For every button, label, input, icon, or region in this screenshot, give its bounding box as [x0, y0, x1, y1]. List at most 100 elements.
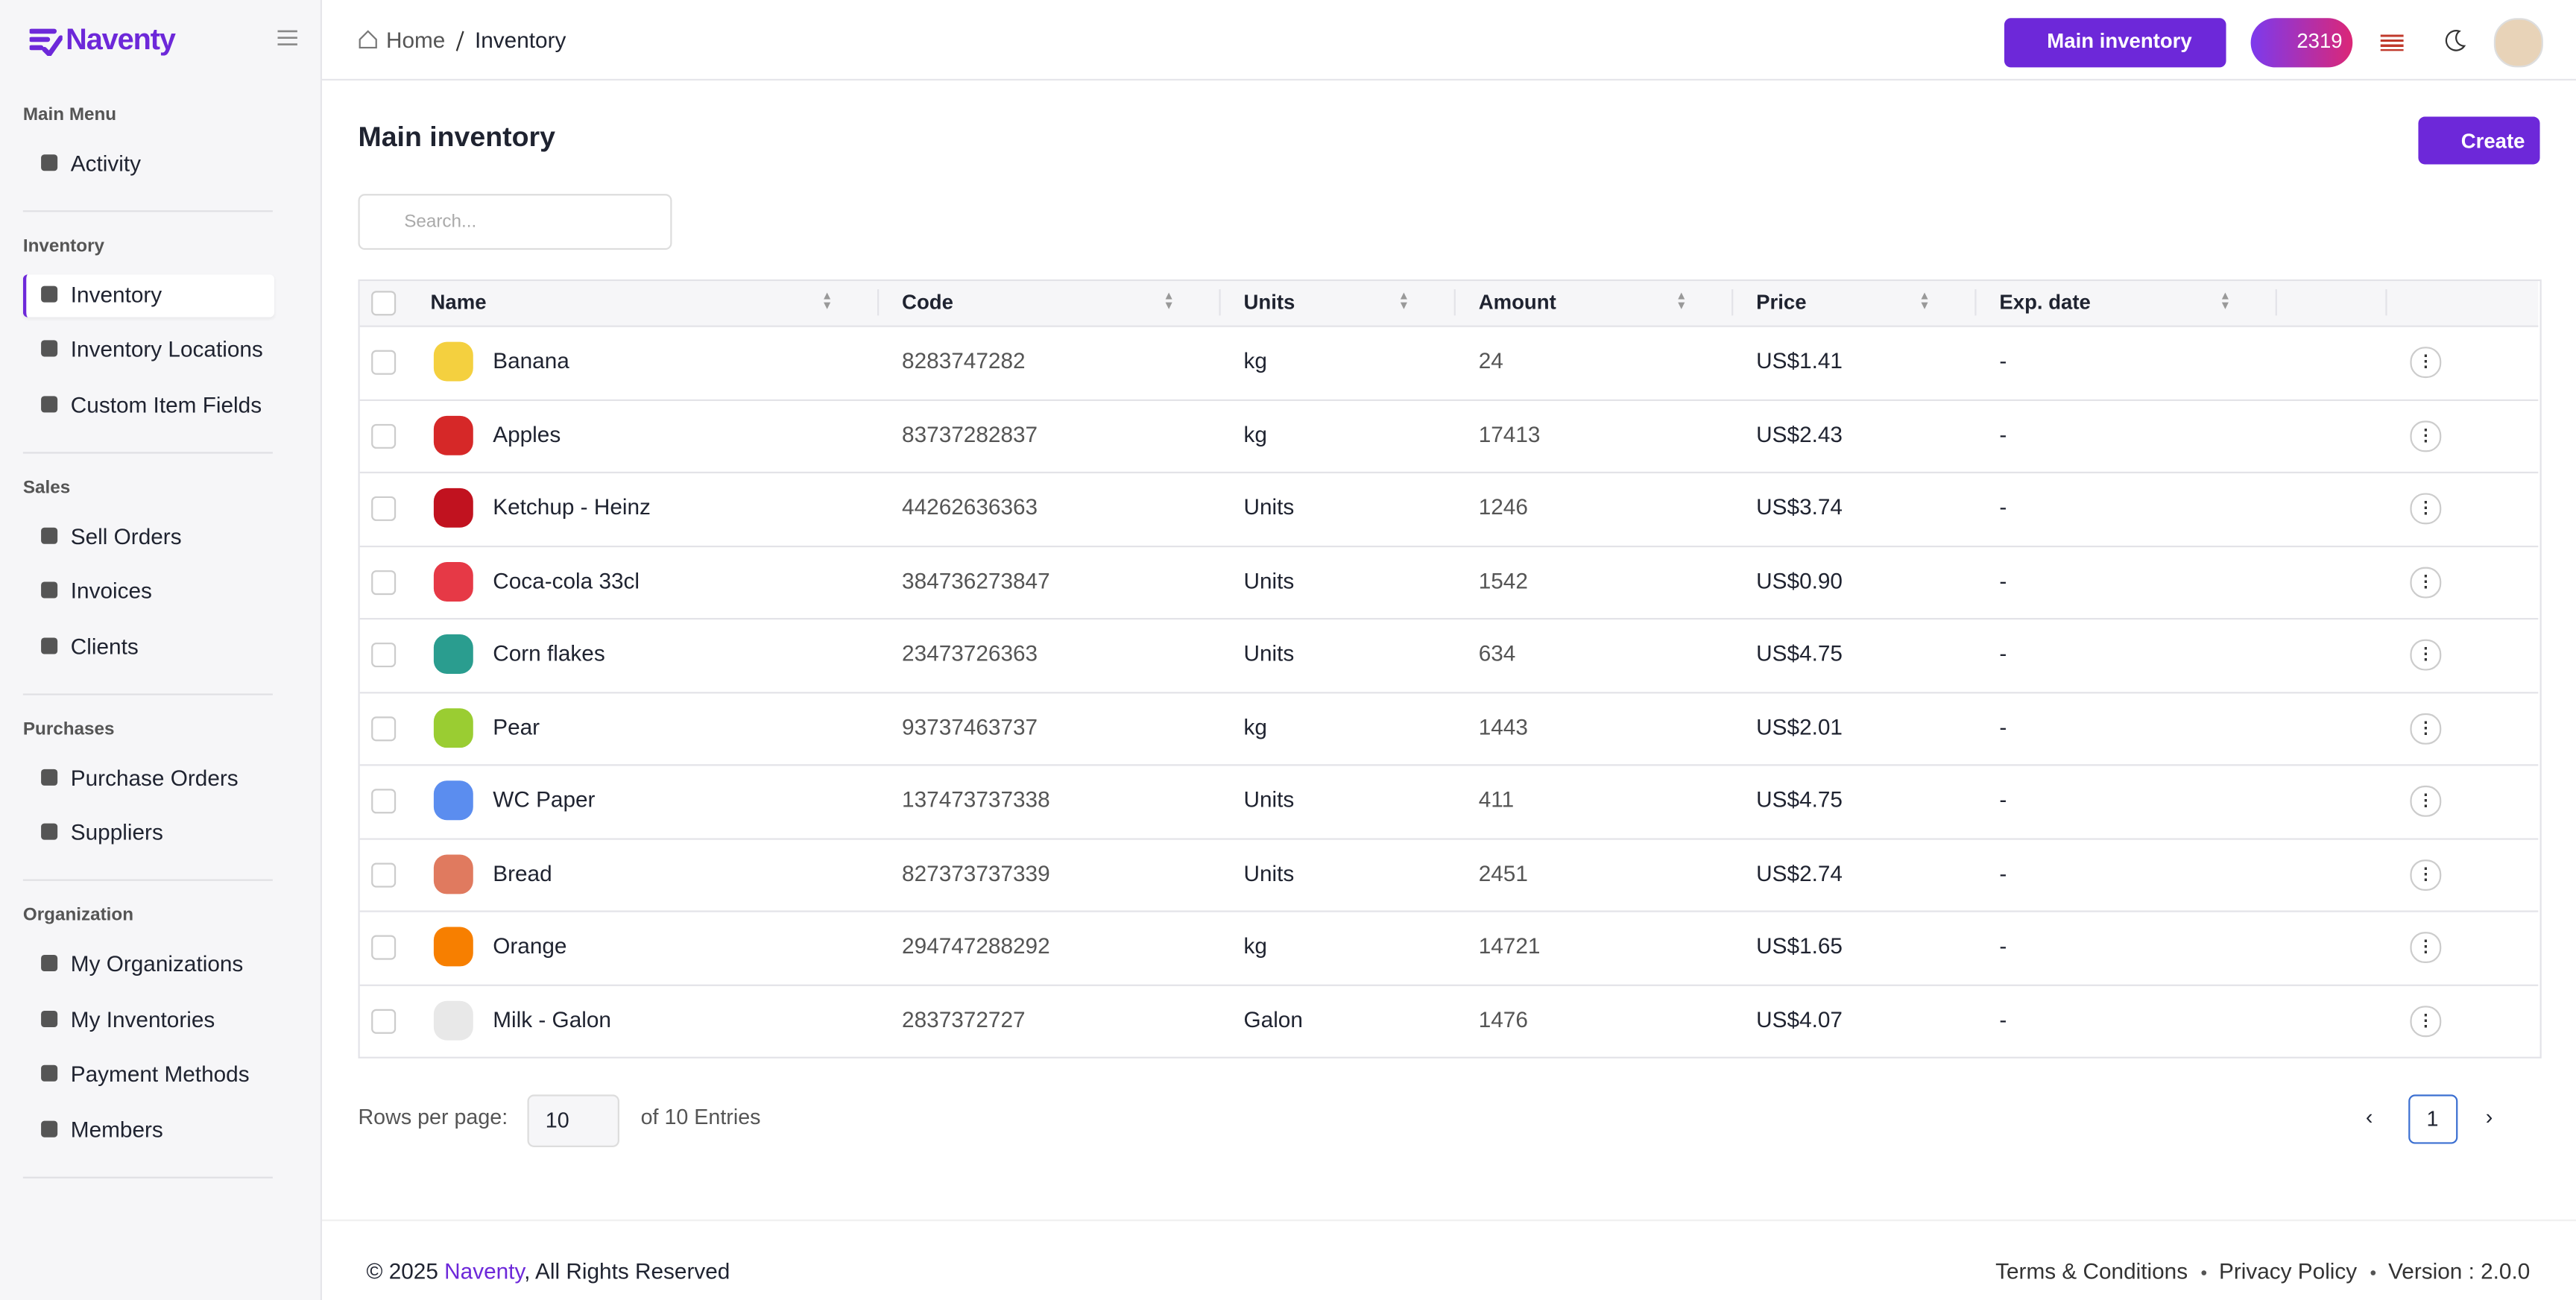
sidebar-item[interactable]: Custom Item Fields — [70, 392, 262, 418]
sort-icon[interactable]: ▲ ▼ — [821, 291, 833, 312]
column-divider — [1974, 289, 1977, 316]
footer-copyright: © 2025 Naventy, All Rights Reserved — [367, 1259, 730, 1284]
sort-icon[interactable]: ▲ ▼ — [1398, 291, 1409, 312]
checkbox[interactable] — [371, 291, 397, 316]
row-border — [359, 910, 2539, 912]
row-menu[interactable]: ⋮ — [2410, 859, 2442, 890]
checkbox[interactable] — [371, 716, 397, 741]
checkbox[interactable] — [371, 1008, 397, 1033]
sort-icon[interactable]: ▲ ▼ — [1919, 291, 1931, 312]
cell: 2451 — [1478, 860, 1528, 886]
cell: - — [1999, 640, 2007, 666]
sidebar-item[interactable]: My Organizations — [70, 951, 244, 976]
search-placeholder: Search... — [404, 212, 477, 232]
cell: - — [1999, 421, 2007, 447]
cell: - — [1999, 860, 2007, 886]
cell: - — [1999, 567, 2007, 593]
product-name: Pear — [493, 713, 540, 739]
rows-per-page-select[interactable] — [527, 1094, 619, 1147]
row-menu[interactable]: ⋮ — [2410, 493, 2442, 525]
theme-toggle[interactable] — [2443, 30, 2466, 53]
row-menu[interactable]: ⋮ — [2410, 1005, 2442, 1037]
breadcrumb-link[interactable]: Home — [385, 28, 446, 53]
column-divider — [1453, 289, 1456, 316]
row-menu[interactable]: ⋮ — [2410, 420, 2442, 452]
sidebar-item[interactable]: Clients — [70, 634, 139, 660]
row-menu[interactable]: ⋮ — [2410, 639, 2442, 671]
checkbox[interactable] — [371, 569, 397, 595]
logo-icon — [29, 28, 63, 56]
search-input[interactable] — [358, 194, 672, 250]
sidebar-item[interactable]: My Inventories — [70, 1007, 215, 1032]
cell: 384736273847 — [902, 567, 1050, 593]
column-header[interactable]: Exp. date — [1999, 291, 2091, 315]
sort-icon[interactable]: ▲ ▼ — [1676, 291, 1688, 312]
column-header[interactable]: Code — [902, 291, 953, 315]
sidebar-item[interactable]: Suppliers — [70, 820, 163, 845]
row-menu[interactable]: ⋮ — [2410, 785, 2442, 817]
sort-icon[interactable]: ▲ ▼ — [2219, 291, 2232, 312]
points-value: 2319 — [2296, 29, 2343, 53]
active-item-bg — [22, 274, 275, 318]
rows-per-page-value: 10 — [545, 1108, 569, 1133]
prev-page[interactable]: ‹ — [2365, 1104, 2373, 1129]
create-button[interactable] — [2418, 116, 2540, 165]
cell: US$1.65 — [1756, 933, 1843, 959]
row-menu[interactable]: ⋮ — [2410, 712, 2442, 744]
sidebar-item[interactable]: Activity — [70, 151, 142, 176]
cell: - — [1999, 787, 2007, 812]
checkbox[interactable] — [371, 935, 397, 960]
footer-link: Version : 2.0.0 — [2388, 1258, 2531, 1284]
next-page[interactable]: › — [2485, 1104, 2493, 1129]
checkbox[interactable] — [371, 789, 397, 814]
sidebar-item[interactable]: Members — [70, 1117, 163, 1143]
checkbox[interactable] — [371, 643, 397, 668]
page-title: Main inventory — [358, 122, 555, 154]
column-header[interactable]: Units — [1243, 291, 1295, 315]
sidebar-item[interactable]: Purchase Orders — [70, 766, 239, 791]
column-header[interactable]: Amount — [1478, 291, 1556, 315]
checkbox[interactable] — [371, 423, 397, 448]
product-image — [433, 853, 473, 894]
sidebar-item[interactable]: Invoices — [70, 578, 152, 604]
sidebar-item[interactable]: Sell Orders — [70, 524, 182, 549]
row-menu[interactable]: ⋮ — [2410, 932, 2442, 964]
points-badge[interactable] — [2250, 18, 2353, 68]
sidebar-icon — [41, 396, 58, 413]
product-name: Ketchup - Heinz — [493, 494, 651, 520]
column-header[interactable]: Price — [1756, 291, 1807, 315]
sidebar-icon — [41, 581, 58, 599]
cell: 17413 — [1478, 421, 1541, 447]
sidebar-icon — [41, 1120, 58, 1138]
cell: - — [1999, 494, 2007, 520]
inventory-select[interactable] — [2004, 18, 2226, 68]
table-header — [359, 281, 2539, 327]
product-image — [433, 634, 473, 674]
header-border — [322, 78, 2576, 81]
sidebar-item[interactable]: Inventory Locations — [70, 336, 263, 362]
row-menu[interactable]: ⋮ — [2410, 347, 2442, 379]
row-border — [359, 398, 2539, 400]
footer-brand[interactable]: Naventy — [444, 1258, 525, 1284]
footer-link[interactable]: Terms & Conditions — [1995, 1258, 2188, 1284]
menu-toggle[interactable] — [277, 30, 297, 46]
cell: 93737463737 — [902, 713, 1038, 739]
sidebar-item[interactable]: Inventory — [70, 283, 162, 308]
checkbox[interactable] — [371, 350, 397, 375]
footer-link[interactable]: Privacy Policy — [2218, 1258, 2358, 1284]
page-button[interactable] — [2408, 1094, 2458, 1144]
checkbox[interactable] — [371, 862, 397, 887]
column-header[interactable]: Name — [430, 291, 487, 315]
flag-icon[interactable] — [2380, 34, 2404, 51]
product-image — [433, 488, 473, 528]
checkbox[interactable] — [371, 496, 397, 521]
sort-icon[interactable]: ▲ ▼ — [1163, 291, 1175, 312]
home-icon — [359, 30, 377, 49]
sidebar-section-title: Main Menu — [22, 105, 117, 125]
sidebar-icon — [41, 340, 58, 357]
row-menu[interactable]: ⋮ — [2410, 566, 2442, 598]
sidebar-item[interactable]: Payment Methods — [70, 1061, 250, 1087]
avatar[interactable] — [2493, 18, 2543, 68]
column-divider — [1219, 289, 1221, 316]
